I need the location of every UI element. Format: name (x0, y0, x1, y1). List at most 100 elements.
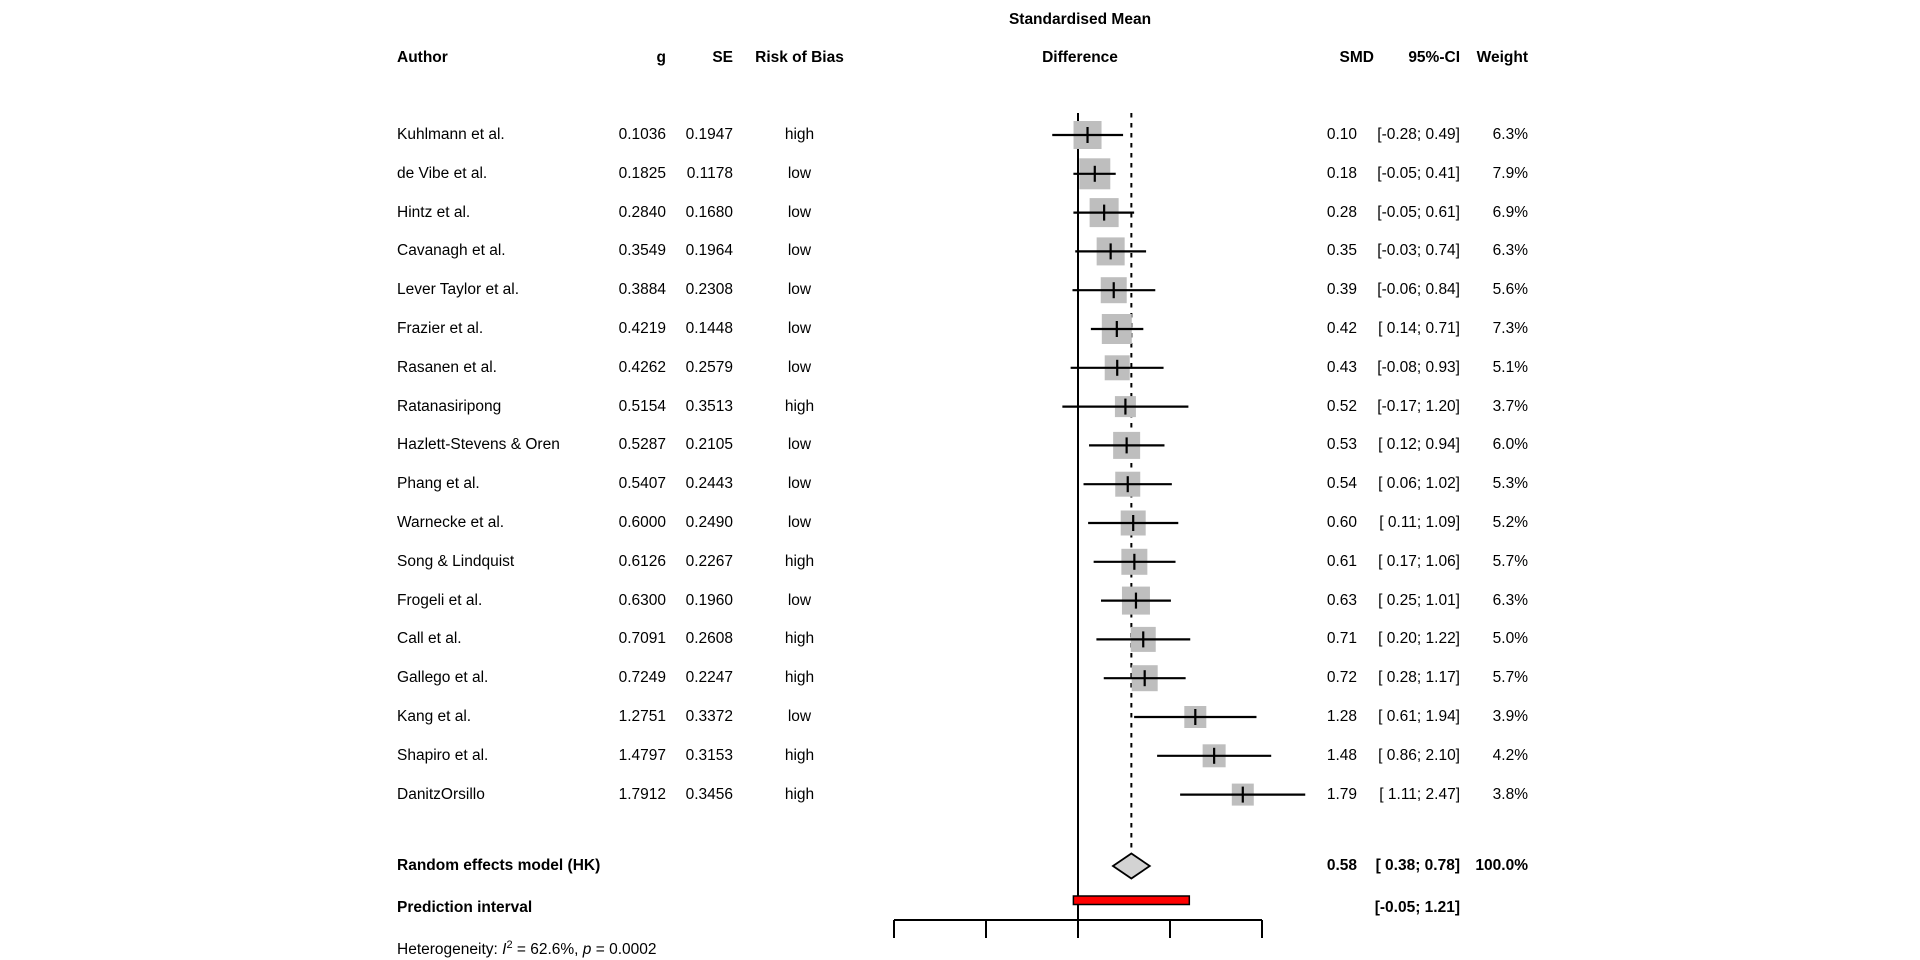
study-smd-value: 1.48 (1326, 746, 1357, 764)
study-g-value: 0.1036 (618, 126, 666, 143)
study-se-value: 0.1680 (685, 203, 733, 221)
study-weight-value: 6.3% (1492, 126, 1528, 143)
study-weight-value: 3.7% (1492, 397, 1528, 415)
study-ci-value: [ 0.14; 0.71] (1378, 320, 1460, 337)
het-p-symbol: p (582, 941, 592, 959)
study-se-value: 0.1178 (686, 164, 733, 182)
study-weight-value: 6.0% (1492, 436, 1528, 454)
study-weight-value: 5.2% (1492, 514, 1528, 531)
study-ci-value: [-0.28; 0.49] (1377, 126, 1460, 143)
study-g-value: 0.1825 (618, 164, 666, 182)
study-g-value: 1.7912 (618, 785, 666, 803)
study-g-value: 0.3884 (618, 281, 666, 299)
study-risk-of-bias: high (784, 552, 815, 570)
prediction-interval-label: Prediction interval (397, 899, 533, 916)
study-weight-value: 5.7% (1492, 669, 1528, 687)
study-weight-value: 6.3% (1492, 591, 1528, 609)
col-header-risk-of-bias: Risk of Bias (755, 49, 844, 66)
study-se-value: 0.1947 (685, 126, 733, 143)
study-weight-value: 5.7% (1492, 552, 1528, 570)
study-risk-of-bias: high (784, 630, 815, 648)
study-se-value: 0.2443 (685, 475, 733, 493)
study-smd-value: 0.52 (1326, 397, 1357, 415)
study-se-value: 0.3372 (685, 708, 733, 725)
study-author: de Vibe et al. (397, 164, 488, 182)
study-smd-value: 0.28 (1326, 203, 1357, 221)
study-ci-value: [-0.06; 0.84] (1377, 281, 1460, 299)
study-smd-value: 0.72 (1326, 669, 1357, 687)
study-ci-value: [-0.08; 0.93] (1377, 358, 1460, 376)
study-risk-of-bias: high (784, 669, 815, 687)
study-smd-value: 0.63 (1326, 591, 1357, 609)
study-g-value: 0.2840 (618, 203, 666, 221)
study-smd-value: 0.43 (1326, 358, 1357, 376)
study-author: Hazlett-Stevens & Oren (397, 436, 560, 454)
study-author: Phang et al. (397, 475, 480, 493)
study-g-value: 0.5407 (618, 475, 666, 493)
study-weight-value: 5.1% (1492, 358, 1528, 376)
het-i-exponent: 2 (506, 939, 513, 951)
heterogeneity-note: Heterogeneity: I2 = 62.6%, p = 0.0002 (397, 935, 657, 959)
plot-title-line2: Difference (1042, 49, 1118, 66)
study-smd-value: 0.60 (1326, 514, 1357, 531)
study-smd-value: 0.61 (1326, 552, 1357, 570)
col-header-se: SE (712, 49, 733, 66)
study-se-value: 0.3513 (685, 397, 733, 415)
study-weight-value: 5.6% (1492, 281, 1528, 299)
study-risk-of-bias: high (784, 126, 815, 143)
study-smd-value: 0.39 (1326, 281, 1357, 299)
study-risk-of-bias: low (787, 591, 812, 609)
study-author: Song & Lindquist (397, 552, 515, 570)
pooled-effect-diamond (1111, 852, 1152, 880)
study-smd-value: 0.54 (1326, 475, 1357, 493)
study-ci-value: [ 0.25; 1.01] (1378, 591, 1460, 609)
study-g-value: 0.6000 (618, 514, 666, 531)
study-ci-value: [ 0.86; 2.10] (1378, 746, 1460, 764)
study-smd-value: 0.10 (1326, 126, 1357, 143)
study-ci-value: [ 0.28; 1.17] (1378, 669, 1460, 687)
study-ci-value: [ 0.06; 1.02] (1378, 475, 1460, 493)
study-risk-of-bias: low (787, 475, 812, 493)
study-se-value: 0.2579 (685, 358, 733, 376)
col-header-weight: Weight (1476, 49, 1528, 66)
study-author: Frazier et al. (397, 320, 484, 337)
study-se-value: 0.1448 (685, 320, 733, 337)
study-ci-value: [-0.05; 0.61] (1377, 203, 1460, 221)
study-se-value: 0.2490 (685, 514, 733, 531)
study-author: Call et al. (397, 630, 462, 648)
col-header-ci: 95%-CI (1408, 49, 1460, 66)
study-weight-value: 3.8% (1492, 785, 1528, 803)
study-weight-value: 6.3% (1492, 242, 1528, 260)
study-weight-value: 6.9% (1492, 203, 1528, 221)
study-weight-value: 5.0% (1492, 630, 1528, 648)
study-author: Shapiro et al. (397, 746, 489, 764)
plot-title-line1: Standardised Mean (1008, 11, 1152, 28)
study-ci-value: [-0.17; 1.20] (1377, 397, 1460, 415)
study-risk-of-bias: low (787, 358, 812, 376)
study-g-value: 0.7091 (618, 630, 666, 648)
study-se-value: 0.1964 (685, 242, 733, 260)
study-author: Lever Taylor et al. (397, 281, 520, 299)
study-author: Rasanen et al. (397, 358, 497, 376)
study-g-value: 1.4797 (618, 746, 666, 764)
study-ci-value: [ 0.20; 1.22] (1378, 630, 1460, 648)
study-weight-value: 7.9% (1492, 164, 1528, 182)
study-se-value: 0.2608 (685, 630, 733, 648)
study-g-value: 0.5154 (618, 397, 666, 415)
study-risk-of-bias: high (784, 746, 815, 764)
study-risk-of-bias: high (784, 785, 815, 803)
study-author: Kang et al. (397, 708, 472, 725)
study-risk-of-bias: low (787, 281, 812, 299)
study-ci-value: [ 0.61; 1.94] (1378, 708, 1460, 725)
col-header-g: g (656, 49, 666, 66)
random-effects-ci: [ 0.38; 0.78] (1375, 857, 1460, 874)
study-smd-value: 0.18 (1326, 164, 1357, 182)
study-risk-of-bias: low (787, 436, 812, 454)
study-g-value: 0.6300 (618, 591, 666, 609)
het-prefix: Heterogeneity: (397, 941, 503, 959)
study-ci-value: [ 0.11; 1.09] (1379, 514, 1460, 531)
random-effects-weight: 100.0% (1475, 857, 1528, 874)
prediction-interval-bar (1072, 895, 1191, 906)
study-g-value: 0.3549 (618, 242, 666, 260)
